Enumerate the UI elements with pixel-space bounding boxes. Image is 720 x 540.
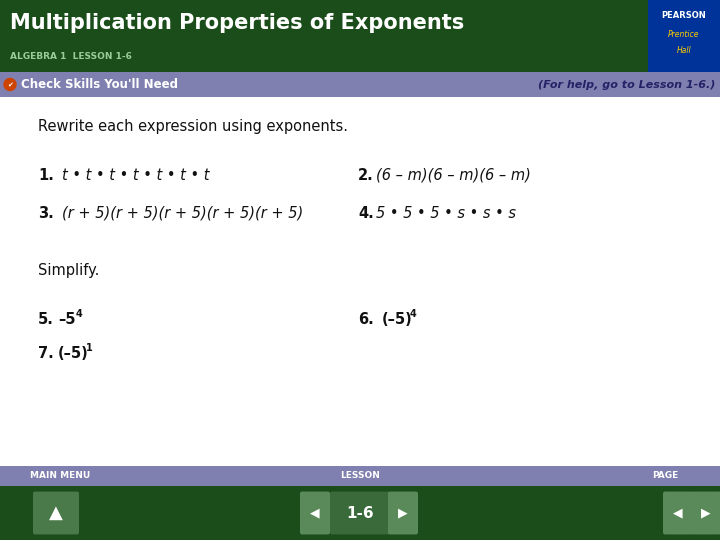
Text: –5: –5 (58, 312, 76, 327)
Text: PAGE: PAGE (652, 471, 678, 481)
FancyBboxPatch shape (663, 491, 693, 535)
Text: ◀: ◀ (310, 507, 320, 519)
Text: (–5): (–5) (58, 346, 89, 361)
Text: ALGEBRA 1  LESSON 1-6: ALGEBRA 1 LESSON 1-6 (10, 52, 132, 60)
Text: 1.: 1. (38, 167, 54, 183)
Bar (0, 486, 720, 540)
Text: Rewrite each expression using exponents.: Rewrite each expression using exponents. (38, 119, 348, 134)
Text: 4: 4 (76, 309, 83, 319)
Text: ▶: ▶ (701, 507, 711, 519)
Text: 5 • 5 • 5 • s • s • s: 5 • 5 • 5 • s • s • s (376, 206, 516, 220)
Text: Prentice: Prentice (668, 30, 700, 39)
Text: Simplify.: Simplify. (38, 264, 99, 279)
Text: 1: 1 (86, 343, 93, 353)
Bar (0, 466, 720, 486)
FancyBboxPatch shape (691, 491, 720, 535)
Text: 2.: 2. (358, 167, 374, 183)
Text: Hall: Hall (677, 46, 691, 55)
Text: 5.: 5. (38, 312, 54, 327)
FancyBboxPatch shape (300, 491, 330, 535)
Text: 6.: 6. (358, 312, 374, 327)
Text: MAIN MENU: MAIN MENU (30, 471, 90, 481)
Text: ▶: ▶ (398, 507, 408, 519)
FancyBboxPatch shape (388, 491, 418, 535)
Text: LESSON: LESSON (340, 471, 380, 481)
Text: ◀: ◀ (673, 507, 683, 519)
Bar (0, 72, 720, 97)
FancyBboxPatch shape (33, 491, 79, 535)
Text: 7.: 7. (38, 346, 54, 361)
Text: t • t • t • t • t • t • t: t • t • t • t • t • t • t (62, 167, 210, 183)
Text: ✔: ✔ (7, 82, 13, 87)
Text: ▲: ▲ (49, 504, 63, 522)
Text: (–5): (–5) (382, 312, 413, 327)
Text: Check Skills You'll Need: Check Skills You'll Need (21, 78, 178, 91)
Text: 3.: 3. (38, 206, 54, 220)
Text: (6 – m)(6 – m)(6 – m): (6 – m)(6 – m)(6 – m) (376, 167, 531, 183)
Text: Multiplication Properties of Exponents: Multiplication Properties of Exponents (10, 13, 464, 33)
Text: 4.: 4. (358, 206, 374, 220)
Circle shape (4, 78, 16, 91)
Text: 4: 4 (410, 309, 417, 319)
Text: 1-6: 1-6 (346, 505, 374, 521)
Text: (For help, go to Lesson 1-6.): (For help, go to Lesson 1-6.) (538, 79, 715, 90)
Text: PEARSON: PEARSON (662, 11, 706, 21)
Text: (r + 5)(r + 5)(r + 5)(r + 5)(r + 5): (r + 5)(r + 5)(r + 5)(r + 5)(r + 5) (62, 206, 303, 220)
FancyBboxPatch shape (330, 491, 390, 535)
Bar (648, 0, 720, 72)
Bar (0, 0, 720, 72)
